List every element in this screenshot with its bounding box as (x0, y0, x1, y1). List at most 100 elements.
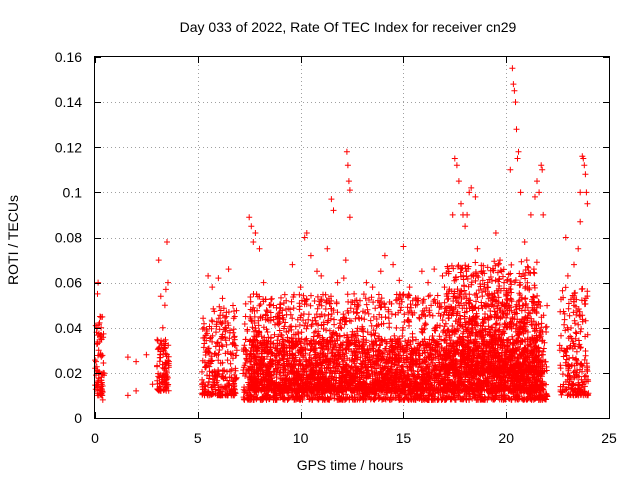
data-point (231, 382, 238, 389)
data-point (487, 374, 493, 380)
data-point (339, 358, 346, 365)
data-point (380, 320, 387, 327)
data-point (283, 329, 290, 335)
data-point (248, 317, 255, 324)
data-point (161, 342, 168, 349)
data-point (436, 304, 443, 311)
data-point (301, 297, 308, 304)
data-point (282, 319, 289, 326)
data-point (442, 395, 449, 402)
data-point (420, 345, 427, 352)
data-point (241, 342, 248, 349)
data-point (230, 302, 236, 309)
data-point (222, 350, 229, 357)
data-point (279, 314, 286, 321)
data-point (253, 291, 260, 298)
data-point (290, 305, 297, 312)
data-point (94, 339, 101, 345)
data-point (225, 309, 232, 315)
data-point (264, 329, 271, 335)
data-point (332, 340, 339, 347)
data-point (429, 312, 436, 319)
data-point (280, 325, 287, 332)
data-point (501, 379, 508, 386)
data-point (281, 291, 288, 298)
data-point (271, 331, 278, 338)
data-point (327, 365, 333, 372)
data-point (199, 368, 205, 375)
data-point (337, 324, 344, 331)
data-point (401, 311, 408, 318)
data-point (382, 314, 389, 321)
data-point (95, 321, 102, 328)
data-point (98, 374, 105, 381)
data-point (273, 392, 280, 398)
data-point (354, 303, 361, 310)
data-point (300, 292, 307, 299)
data-point (317, 350, 324, 357)
data-point (271, 369, 278, 376)
data-point (412, 379, 419, 386)
data-point (233, 352, 240, 359)
data-point (536, 347, 543, 354)
data-point (477, 394, 484, 401)
data-point (395, 394, 402, 401)
data-point (92, 386, 99, 393)
data-point (276, 318, 283, 325)
data-point (340, 364, 347, 371)
data-point (264, 353, 270, 360)
data-point (255, 344, 262, 351)
data-point (206, 379, 212, 386)
data-point (434, 338, 441, 345)
data-point (493, 379, 500, 386)
data-point (536, 299, 542, 306)
data-point (323, 299, 330, 306)
data-point (363, 301, 370, 308)
data-point (230, 329, 237, 336)
data-point (311, 355, 317, 362)
data-point (376, 311, 383, 318)
data-point (299, 395, 306, 402)
data-point (408, 304, 415, 311)
data-point (430, 336, 437, 343)
data-point (495, 300, 502, 306)
data-point (404, 344, 411, 351)
data-point (422, 321, 429, 328)
data-point (215, 315, 222, 322)
data-point (430, 367, 436, 374)
data-point (415, 297, 422, 304)
data-point (321, 396, 328, 403)
data-point (281, 384, 288, 391)
data-point (505, 394, 512, 401)
data-point (209, 318, 216, 325)
data-point (368, 395, 375, 402)
data-point (432, 386, 438, 393)
data-point (436, 333, 443, 340)
data-point (215, 357, 222, 364)
data-point (204, 382, 211, 388)
data-point (308, 375, 315, 382)
data-point (249, 385, 256, 392)
data-point (258, 359, 265, 366)
data-point (415, 364, 422, 371)
data-point (205, 349, 212, 356)
data-point (339, 346, 346, 353)
data-point (233, 375, 240, 382)
data-point (378, 337, 385, 344)
data-point (523, 353, 529, 360)
data-point (249, 355, 255, 362)
data-point (452, 385, 459, 392)
data-point (498, 377, 505, 384)
data-point (420, 359, 427, 366)
data-point (241, 321, 248, 327)
data-point (303, 325, 310, 332)
data-point (154, 362, 161, 369)
data-point (287, 324, 293, 330)
data-point (362, 295, 369, 302)
data-point (217, 307, 224, 314)
data-point (325, 311, 332, 318)
data-point (297, 314, 304, 321)
data-point (203, 337, 210, 344)
data-point (331, 337, 338, 344)
data-point (537, 358, 544, 365)
